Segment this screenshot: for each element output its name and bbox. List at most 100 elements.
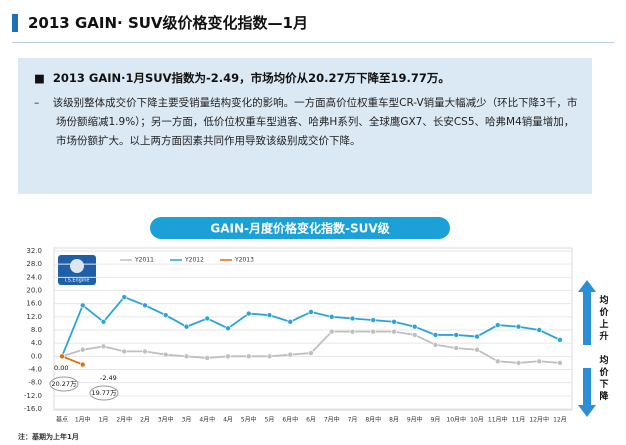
x-tick-label: 5月中 [241,416,257,424]
point [308,350,314,356]
x-tick-label: 12月 [553,417,567,424]
chart-title: GAIN-月度价格变化指数-SUV级 [210,221,389,236]
point [557,337,563,343]
x-tick-label: 9月 [431,417,441,424]
x-tick-label: 11月中 [488,416,508,424]
x-tick-label: 6月中 [282,416,298,424]
x-tick-label: 8月中 [365,416,381,424]
point [79,302,86,309]
series-line [61,330,561,364]
y-tick-label: -12.0 [24,392,42,400]
annotation: -2.49 [100,374,117,382]
summary-paragraph: – 该级别整体成交价下降主要受销量结构变化的影响。一方面高价位权重车型CR-V销… [34,97,578,147]
plot-frame [53,247,573,411]
y-tick-label: -8.0 [28,379,42,387]
point [515,360,522,366]
point [370,317,377,323]
point [328,328,335,335]
annotation-circle [89,385,119,401]
summary-box: ■ 2013 GAIN·1月SUV指数为-2.49，市场均价从20.27万下降至… [18,58,592,194]
point [162,312,169,318]
point [245,310,252,317]
x-tick-label: 8月 [389,417,399,424]
y-tick-label: -4.0 [28,366,42,374]
x-tick-label: 3月 [182,417,192,424]
side-label: 均价上升 [599,294,609,342]
point [432,332,439,338]
point [391,328,397,335]
title-accent [12,14,18,32]
bullet-text: 2013 GAIN·1月SUV指数为-2.49，市场均价从20.27万下降至19… [52,71,450,85]
point [142,302,148,309]
point [121,348,128,355]
y-tick-label: 28.0 [26,260,42,268]
paragraph-text: 该级别整体成交价下降主要受销量结构变化的影响。一方面高价位权重车型CR-V销量大… [52,97,578,147]
y-tick-label: 12.0 [26,313,42,321]
chart-title-pill [150,217,450,239]
point [100,343,107,350]
x-tick-label: 10月 [470,417,484,424]
x-tick-label: 1月中 [75,416,91,424]
summary-bullet: ■ 2013 GAIN·1月SUV指数为-2.49，市场均价从20.27万下降至… [34,71,450,85]
point [245,353,252,360]
x-tick-label: 2月 [140,417,150,424]
point [453,345,460,351]
point [432,342,439,348]
point [183,323,190,330]
series-line [61,355,84,366]
x-tick-label: 6月 [306,417,316,424]
annotation-circle [49,376,79,392]
y-tick-label: 16.0 [26,300,42,308]
point [287,351,294,358]
point [204,315,211,322]
point [328,314,335,320]
annotation: 0.00 [54,364,68,372]
point [79,361,86,368]
y-tick-label: 20.0 [26,287,42,295]
point [391,318,397,325]
series-line [61,296,561,357]
y-tick-label: 24.0 [26,273,42,281]
point [266,353,273,360]
x-tick-label: 3月中 [158,416,174,424]
note: 注：基期为上年1月 [18,432,79,441]
x-tick-label: 7月 [348,417,358,424]
point [349,315,356,322]
x-tick-label: 1月 [99,417,109,424]
legend-label: Y2012 [184,257,204,264]
x-tick-label: 11月 [512,417,526,424]
annotation: 20.27万 [51,380,77,388]
point [349,328,356,335]
y-tick-label: 32.0 [26,247,42,255]
x-tick-label: 7月中 [324,416,340,424]
y-tick-label: 0.0 [31,352,42,360]
x-tick-label: 5月 [265,417,275,424]
y-tick-label: 8.0 [31,326,42,334]
x-tick-label: 2月中 [116,416,132,424]
point [142,348,148,355]
point [370,328,377,335]
point [225,353,231,360]
annotation: 19.77万 [91,389,117,397]
y-tick-label: -16.0 [24,405,42,413]
up-arrow [578,280,596,345]
logo-icon [70,259,84,273]
point [121,294,128,300]
point [308,309,314,315]
point [411,332,418,338]
point [494,322,501,328]
down-arrow [578,368,596,417]
y-tick-label: 4.0 [31,339,42,347]
point [204,355,211,361]
point [494,358,501,365]
x-tick-label: 基点 [56,416,68,424]
point [474,346,480,353]
point [266,312,273,318]
point [287,318,294,325]
x-tick-label: 9月中 [407,416,423,424]
point [79,346,86,353]
x-tick-label: 4月中 [199,416,215,424]
x-tick-label: 4月 [223,417,233,424]
